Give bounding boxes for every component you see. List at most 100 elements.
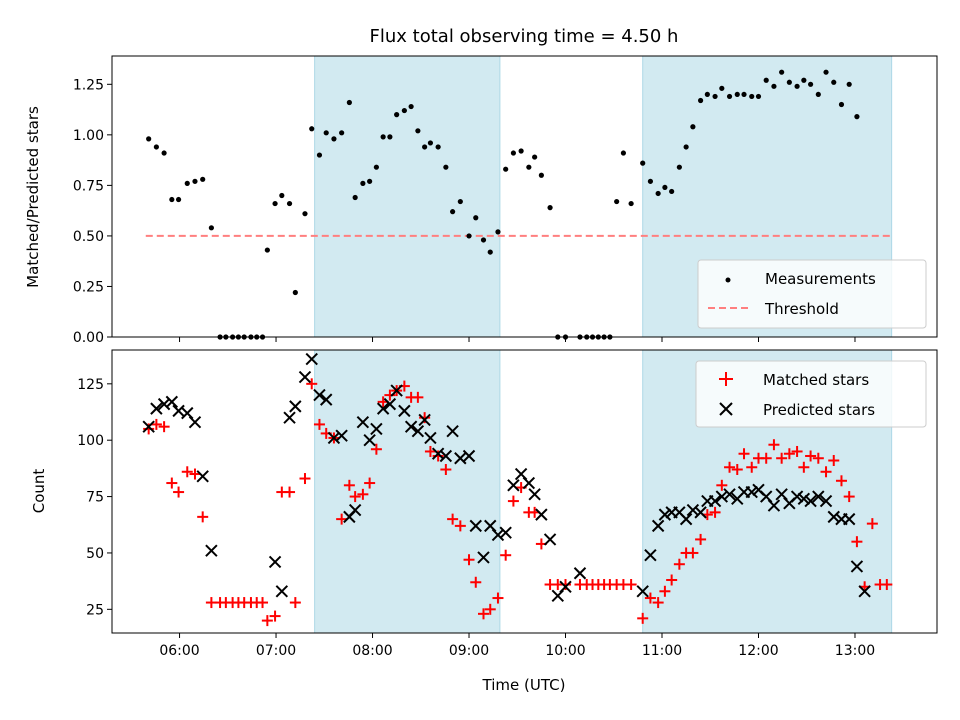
legend-measurements-marker: [725, 277, 731, 283]
measurement-point: [620, 150, 627, 156]
matched-star-point: [166, 477, 178, 489]
predicted-star-point: [708, 494, 722, 508]
predicted-star-point: [812, 490, 825, 503]
predicted-star-point: [842, 512, 856, 526]
measurement-point: [662, 184, 668, 191]
measurement-point: [614, 198, 620, 205]
predicted-star-point: [651, 519, 665, 533]
measurement-point: [394, 112, 400, 118]
predicted-star-point: [827, 510, 840, 524]
predicted-star-point: [469, 519, 482, 533]
predicted-star-point: [528, 488, 541, 501]
measurement-point: [510, 150, 517, 156]
measurement-point: [367, 178, 373, 184]
matched-star-point: [454, 520, 466, 532]
matched-star-point: [313, 418, 325, 430]
matched-star-point: [716, 479, 728, 491]
predicted-star-point: [205, 544, 218, 557]
measurement-point: [683, 144, 689, 150]
predicted-star-point: [289, 400, 302, 413]
measurement-point: [352, 194, 358, 201]
matched-star-point: [181, 466, 193, 478]
matched-star-point: [783, 448, 795, 460]
predicted-star-point: [819, 494, 833, 508]
ratio-panel: 0.00 0.25 0.50 0.75 1.00 1.25 Matched/Predict…: [24, 55, 938, 346]
measurement-point: [380, 134, 386, 140]
predicted-star-point: [398, 404, 411, 418]
measurement-point: [480, 237, 487, 243]
predicted-star-point: [376, 402, 390, 415]
matched-star-point: [695, 533, 707, 545]
matched-star-point: [644, 592, 656, 604]
matched-star-point: [673, 558, 685, 570]
measurement-point: [466, 233, 472, 239]
y-tick-label: 0.50: [73, 229, 104, 245]
predicted-star-point: [767, 499, 781, 512]
measurement-point: [309, 126, 315, 132]
measurement-point: [755, 93, 762, 100]
measurement-point: [846, 81, 852, 87]
predicted-star-point: [150, 402, 163, 415]
measurement-point: [771, 83, 777, 89]
matched-star-point: [173, 486, 185, 498]
matched-star-point: [709, 506, 721, 518]
measurement-point: [331, 136, 337, 142]
matched-star-point: [791, 445, 803, 457]
measurement-point: [415, 128, 421, 134]
matched-star-point: [440, 464, 452, 476]
matched-star-point: [189, 468, 201, 480]
matched-star-point: [306, 378, 318, 390]
matched-star-point: [666, 574, 678, 586]
legend-matched-marker: [719, 372, 733, 386]
predicted-star-point: [559, 580, 572, 593]
measurement-point: [175, 196, 182, 203]
predicted-star-point: [790, 490, 804, 503]
measurement-point: [712, 93, 718, 100]
predicted-star-point: [335, 429, 348, 442]
measurement-point: [526, 164, 532, 170]
x-tick-label: 11:00: [642, 643, 682, 659]
legend-predicted-marker: [719, 402, 733, 416]
measurement-point: [854, 114, 860, 120]
matched-star-point: [820, 466, 832, 478]
measurement-point: [360, 180, 366, 186]
predicted-star-point: [165, 395, 179, 409]
measurement-point: [373, 164, 379, 170]
matched-star-point: [492, 592, 504, 604]
predicted-star-point: [745, 485, 758, 499]
measurement-point: [302, 211, 308, 217]
measurement-point: [401, 107, 407, 114]
measurement-point: [532, 154, 538, 160]
matched-star-point: [851, 536, 863, 548]
x-axis-label: Time (UTC): [482, 676, 566, 694]
y-tick-label: 1.25: [73, 77, 104, 93]
measurement-point: [292, 289, 298, 296]
y-tick-label: 0.75: [73, 178, 104, 194]
matched-star-point: [336, 513, 348, 525]
predicted-star-point: [424, 431, 437, 445]
predicted-star-point: [439, 449, 453, 463]
matched-star-point: [724, 461, 736, 473]
matched-star-point: [150, 418, 162, 430]
matched-star-point: [470, 576, 482, 588]
measurement-point: [450, 209, 456, 215]
measurement-point: [146, 136, 152, 142]
count-y-axis-label: Count: [30, 469, 48, 514]
predicted-star-point: [644, 548, 657, 562]
chart-title: Flux total observing time = 4.50 h: [370, 26, 679, 47]
predicted-star-point: [196, 470, 209, 483]
measurement-point: [690, 124, 696, 130]
y-tick-label: 25: [86, 602, 104, 618]
predicted-star-point: [356, 415, 370, 429]
count-panel: 25 50 75 100 125 06:00 07:00 08:00 09:00 10:00 11…: [30, 349, 938, 694]
legend-threshold-label: Threshold: [764, 300, 839, 318]
predicted-star-point: [858, 585, 871, 598]
matched-star-point: [364, 477, 376, 489]
measurement-point: [647, 178, 654, 184]
predicted-star-point: [522, 476, 536, 490]
measurement-point: [473, 215, 479, 221]
measurement-point: [200, 176, 206, 182]
matched-star-point: [866, 518, 878, 530]
predicted-star-point: [797, 492, 811, 506]
y-tick-label: 75: [86, 490, 104, 506]
